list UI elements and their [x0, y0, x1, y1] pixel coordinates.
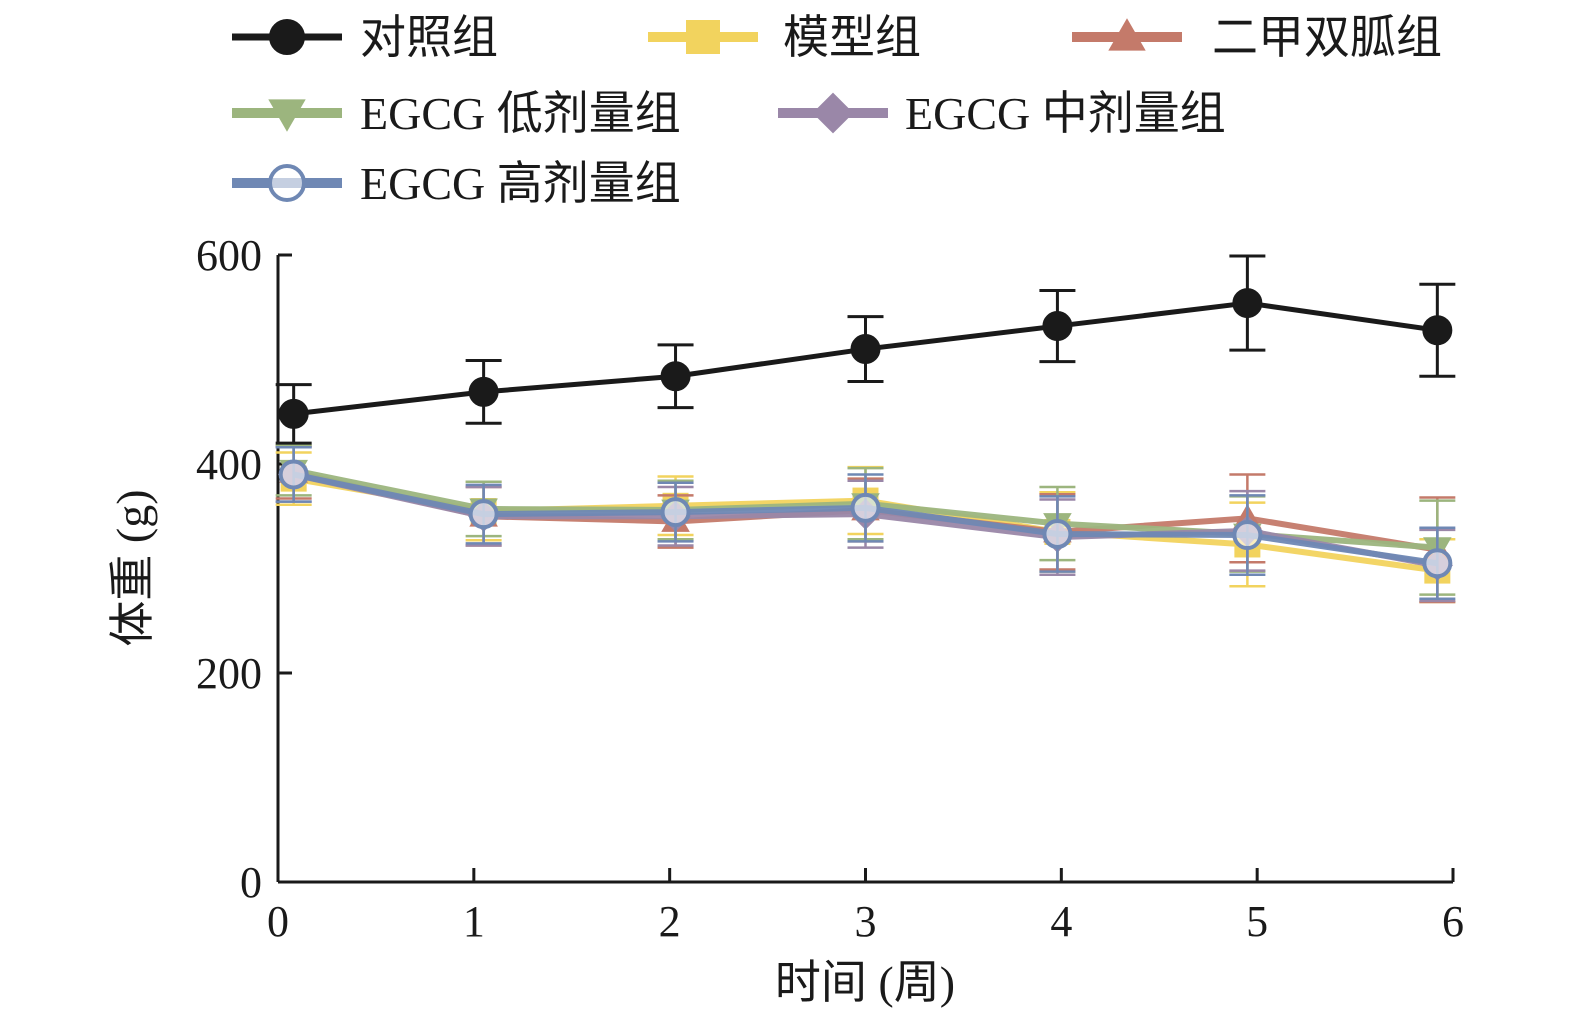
legend-swatch-marker: [812, 92, 854, 134]
legend-swatch-marker: [268, 99, 306, 132]
y-axis-title: 体重 (g): [107, 489, 158, 646]
legend-item: 对照组: [232, 12, 498, 63]
data-point: [468, 376, 499, 407]
y-ticks: 0 200 400 600: [196, 231, 292, 907]
legend-swatch-marker: [686, 20, 720, 54]
y-tick-label: 0: [240, 858, 262, 907]
legend-swatch-marker: [1108, 18, 1146, 51]
data-point: [1232, 288, 1263, 319]
x-tick-label: 5: [1246, 897, 1268, 946]
x-tick-label: 0: [267, 897, 289, 946]
legend-label: EGCG 低剂量组: [360, 88, 681, 139]
y-tick-label: 600: [196, 231, 262, 280]
series-layer: [275, 254, 1456, 604]
legend-label: EGCG 中剂量组: [905, 88, 1226, 139]
y-tick-label: 200: [196, 649, 262, 698]
legend-label: 二甲双胍组: [1212, 12, 1442, 63]
legend-item: 模型组: [648, 12, 921, 63]
legend-item: 二甲双胍组: [1072, 12, 1442, 63]
series-5: [275, 446, 1456, 601]
x-ticks: 0 1 2 3 4 5 6: [267, 868, 1464, 946]
x-tick-label: 1: [463, 897, 485, 946]
data-point: [1422, 548, 1453, 579]
series-0: [275, 254, 1456, 445]
legend-label: 对照组: [360, 12, 498, 63]
data-point: [468, 499, 499, 530]
x-axis-title: 时间 (周): [775, 957, 955, 1008]
x-tick-label: 3: [855, 897, 877, 946]
data-point: [1232, 520, 1263, 551]
data-point: [278, 398, 309, 429]
data-point: [1422, 315, 1453, 346]
legend-label: EGCG 高剂量组: [360, 158, 681, 209]
legend-label: 模型组: [783, 12, 921, 63]
data-point: [660, 497, 691, 528]
data-point: [278, 459, 309, 490]
legend-item: EGCG 高剂量组: [232, 158, 681, 209]
legend: 对照组 模型组 二甲双胍组 EGCG 低剂量组 EGCG 中剂量组 EGCG 高剂量组: [232, 12, 1442, 209]
y-tick-label: 400: [196, 440, 262, 489]
data-point: [850, 492, 881, 523]
legend-item: EGCG 低剂量组: [232, 88, 681, 139]
x-tick-label: 2: [659, 897, 681, 946]
data-point: [850, 334, 881, 365]
x-tick-label: 4: [1050, 897, 1072, 946]
data-point: [1042, 311, 1073, 342]
legend-item: EGCG 中剂量组: [778, 88, 1226, 139]
legend-swatch-marker: [268, 164, 306, 202]
data-point: [660, 361, 691, 392]
legend-swatch-marker: [269, 19, 305, 55]
x-tick-label: 6: [1442, 897, 1464, 946]
data-point: [1042, 519, 1073, 550]
